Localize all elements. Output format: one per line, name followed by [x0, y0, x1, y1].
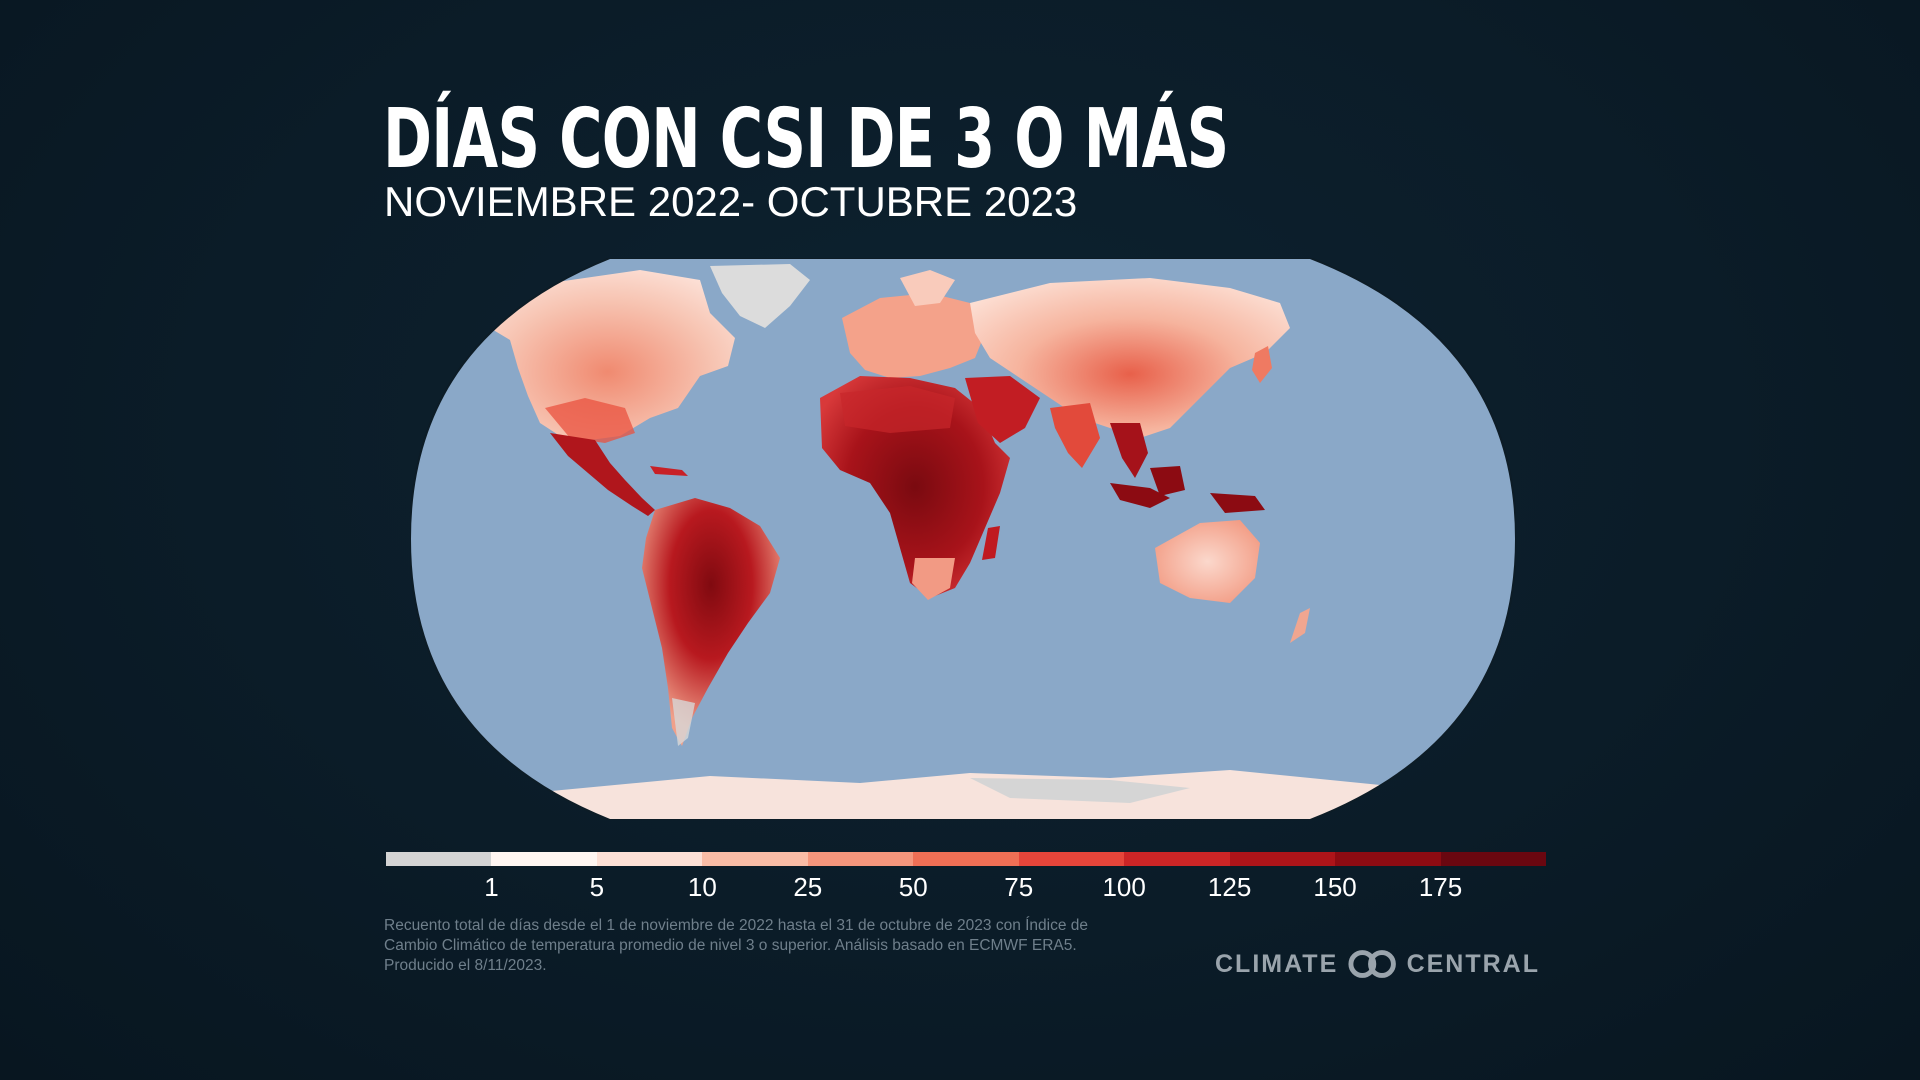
india [1050, 403, 1100, 468]
madagascar [982, 526, 1000, 560]
legend-bin [913, 852, 1019, 866]
legend-tick-label: 5 [589, 872, 605, 902]
new-zealand [1290, 608, 1310, 643]
scandinavia [900, 270, 955, 306]
caribbean [650, 466, 688, 476]
australia [1155, 520, 1260, 603]
central-america [550, 433, 655, 516]
legend-bin [1124, 852, 1230, 866]
color-legend [386, 852, 1546, 866]
legend-tick-label: 150 [1313, 872, 1357, 902]
legend-tick-label: 75 [1004, 872, 1034, 902]
legend-tick-label: 175 [1418, 872, 1463, 902]
legend-bin [491, 852, 597, 866]
legend-bin [702, 852, 808, 866]
middle-east [965, 376, 1040, 443]
borneo [1150, 466, 1185, 496]
map-subtitle: NOVIEMBRE 2022- OCTUBRE 2023 [384, 178, 1078, 225]
legend-tick-label: 100 [1102, 872, 1146, 902]
sahara [840, 386, 955, 433]
climate-central-logo: CLIMATE CENTRAL [1215, 944, 1540, 984]
legend-bin [1335, 852, 1441, 866]
europe [842, 293, 985, 378]
asia [970, 278, 1290, 438]
legend-ticks: 1 5 10 25 50 75 100 125 150 175 [386, 872, 1546, 906]
legend-bin [596, 852, 703, 866]
south-america [642, 498, 780, 746]
usa-heat [545, 398, 635, 443]
japan [1252, 346, 1272, 383]
legend-bin [807, 852, 914, 866]
legend-tick-label: 1 [484, 872, 499, 902]
brand-right: CENTRAL [1406, 949, 1540, 978]
antarctica [530, 770, 1410, 820]
southern-africa [912, 558, 955, 600]
legend-bin [1018, 852, 1125, 866]
legend-tick-label: 25 [793, 872, 823, 902]
brand-left: CLIMATE [1215, 949, 1339, 978]
world-map [410, 258, 1516, 820]
legend-bin [1229, 852, 1336, 866]
map-title: DÍAS CON CSI DE 3 O MÁS [383, 92, 1229, 187]
patagonia [672, 698, 695, 746]
new-guinea [1210, 493, 1265, 513]
footnote: Recuento total de días desde el 1 de nov… [384, 917, 1089, 974]
legend-tick-label: 10 [687, 872, 717, 902]
legend-tick-label: 125 [1207, 872, 1252, 902]
indonesia [1110, 483, 1170, 508]
africa [820, 376, 1010, 598]
legend-tick-label: 50 [898, 872, 928, 902]
globe-outline [410, 258, 1516, 820]
legend-bin [386, 852, 492, 866]
southeast-asia [1110, 423, 1148, 478]
north-america [480, 270, 735, 440]
greenland [710, 264, 810, 328]
antarctica-ice [970, 778, 1190, 803]
legend-bin [1440, 852, 1546, 866]
linked-rings-icon [1348, 950, 1397, 978]
